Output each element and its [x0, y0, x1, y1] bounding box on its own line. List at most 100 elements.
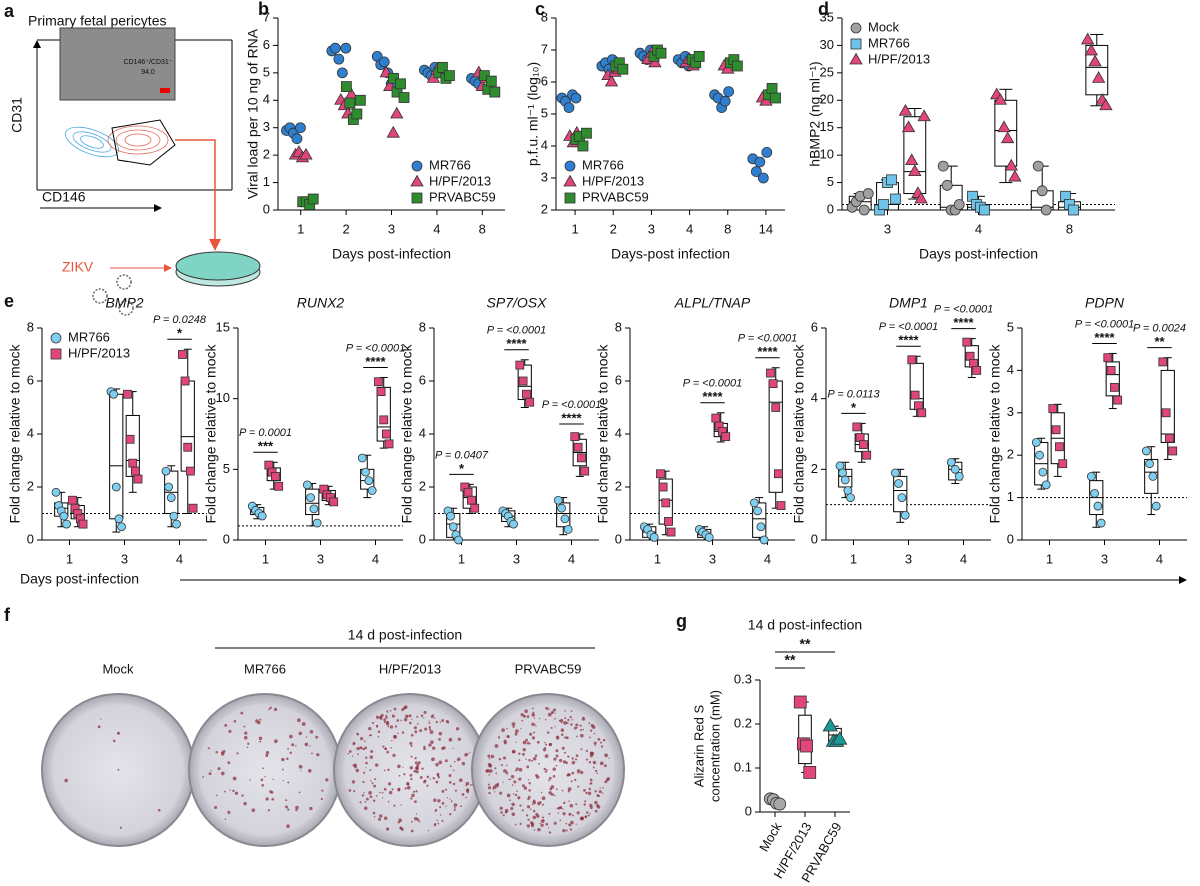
stain-speck: [391, 788, 394, 791]
data-point: [68, 495, 77, 505]
data-point: [376, 387, 386, 397]
stain-speck: [381, 797, 384, 799]
data-point: [1084, 43, 1099, 56]
contour-blue: [64, 126, 120, 158]
data-point: [655, 47, 667, 59]
data-point: [525, 397, 535, 407]
data-point: [1165, 433, 1174, 443]
stain-speck: [559, 718, 564, 723]
stain-speck: [355, 768, 360, 773]
stain-speck: [555, 754, 559, 758]
stain-speck: [426, 784, 429, 787]
data-point: [900, 510, 910, 520]
stain-speck: [500, 811, 503, 814]
data-point: [776, 501, 786, 510]
x-tick-label: 4: [975, 221, 982, 236]
stain-speck: [528, 781, 531, 785]
stain-speck: [428, 720, 430, 722]
data-point: [340, 42, 352, 54]
legend-label: PRVABC59: [582, 189, 649, 204]
stain-speck: [365, 756, 368, 759]
stain-speck: [563, 736, 567, 739]
data-point: [898, 103, 913, 116]
data-point: [390, 106, 404, 119]
stain-speck: [488, 786, 492, 790]
data-point: [489, 86, 501, 98]
stain-speck: [589, 751, 594, 755]
panel-letter: e: [4, 291, 14, 311]
stain-speck: [600, 745, 604, 748]
stain-speck: [521, 784, 525, 788]
stain-speck: [410, 820, 413, 823]
stain-speck: [419, 776, 423, 779]
y-tick-label: 2: [27, 478, 34, 493]
stain-speck: [531, 722, 535, 726]
legend-marker: [411, 192, 423, 204]
stain-speck: [432, 714, 434, 716]
data-point: [344, 97, 356, 109]
chart-title: 14 d post-infection: [748, 617, 862, 633]
stain-speck: [389, 709, 392, 712]
stain-speck: [450, 800, 453, 802]
stain-speck: [565, 822, 568, 825]
y-axis-label: concentration (mM): [707, 690, 722, 802]
y-tick-label: 7: [541, 41, 548, 56]
stain-speck: [300, 770, 302, 772]
stain-speck: [383, 718, 387, 722]
stain-speck: [585, 758, 589, 761]
stain-speck: [374, 778, 377, 781]
x-tick-label: 14: [759, 221, 773, 236]
stain-speck: [400, 804, 402, 806]
x-axis-label: Days post-infection: [332, 246, 451, 262]
y-tick-label: 0: [223, 531, 230, 546]
stain-speck: [452, 782, 456, 786]
stain-speck: [446, 796, 449, 799]
stain-speck: [439, 806, 442, 809]
data-point: [183, 442, 193, 452]
stain-speck: [389, 725, 394, 729]
stain-speck: [325, 778, 329, 782]
data-point: [1158, 357, 1168, 367]
stain-speck: [604, 780, 608, 784]
stain-speck: [559, 806, 563, 810]
y-tick-label: 6: [541, 73, 548, 88]
y-tick-label: 0: [419, 531, 426, 546]
stain-speck: [515, 741, 517, 743]
stain-speck: [544, 770, 547, 773]
data-point: [329, 42, 341, 54]
y-tick-label: 4: [615, 425, 622, 440]
x-tick-label: 3: [121, 551, 128, 566]
stain-speck: [281, 768, 284, 771]
x-tick-label: 3: [648, 221, 655, 236]
stain-speck: [282, 780, 284, 782]
stain-speck: [511, 812, 516, 816]
stain-speck: [529, 742, 531, 745]
legend-label: MR766: [868, 35, 910, 50]
stain-speck: [539, 801, 542, 804]
stain-speck: [602, 787, 604, 789]
stain-speck: [233, 719, 237, 723]
y-tick-label: 3: [1007, 404, 1014, 419]
stain-speck: [570, 723, 573, 726]
y-tick-label: 4: [811, 390, 818, 405]
data-point: [130, 466, 140, 476]
x-tick-label: 8: [1066, 221, 1073, 236]
stain-speck: [588, 722, 591, 724]
stain-speck: [555, 735, 560, 740]
y-tick-label: 4: [1007, 362, 1014, 377]
panel-letter: c: [535, 0, 545, 19]
stain-speck: [594, 800, 598, 805]
stain-speck: [548, 776, 552, 780]
stain-speck: [385, 716, 388, 719]
stain-speck: [385, 714, 387, 717]
stain-speck: [359, 801, 362, 804]
well-label: Mock: [102, 661, 134, 676]
stain-speck: [435, 780, 439, 784]
data-point: [917, 109, 931, 122]
y-axis-label: CD31: [9, 97, 25, 133]
data-point: [858, 204, 870, 216]
stain-speck: [501, 728, 505, 732]
stain-speck: [586, 811, 589, 814]
data-point: [133, 474, 143, 484]
stain-speck: [359, 746, 363, 750]
